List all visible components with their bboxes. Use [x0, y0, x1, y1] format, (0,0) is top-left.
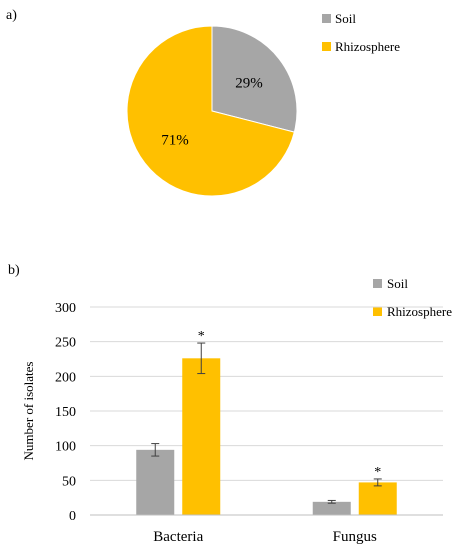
- pie-slice-rhizosphere: [126, 25, 295, 197]
- panel-b-label: b): [8, 263, 20, 278]
- pie-slice-soil: [211, 25, 298, 133]
- bar-legend-swatch-rhizosphere: [373, 307, 382, 316]
- y-axis-title: Number of isolates: [21, 362, 36, 461]
- error-bar-soil-bacteria: [151, 443, 160, 457]
- y-tick-label: 100: [55, 440, 76, 455]
- pie-legend-label-soil: Soil: [335, 11, 356, 26]
- bar-soil-fungus: [312, 501, 351, 515]
- significance-marker-bacteria: *: [198, 329, 205, 344]
- x-tick-label-bacteria: Bacteria: [153, 529, 203, 545]
- y-tick-label: 0: [69, 509, 76, 524]
- bar-chart: 0 50 100 150 200 250 300 * Bacteria * Fungus: [55, 301, 443, 545]
- pie-chart: 29% 71%: [126, 25, 298, 197]
- y-tick-label: 300: [55, 301, 76, 316]
- pie-legend-swatch-rhizosphere: [322, 42, 331, 51]
- pie-legend-swatch-soil: [322, 14, 331, 23]
- y-tick-label: 250: [55, 336, 76, 351]
- x-tick-label-fungus: Fungus: [333, 529, 377, 545]
- error-bar-rhizosphere-bacteria: [197, 342, 206, 375]
- bar-legend: Soil Rhizosphere: [373, 276, 452, 319]
- pie-data-label-rhizosphere: 71%: [161, 133, 189, 149]
- bar-rhizosphere-fungus: [358, 482, 397, 515]
- bar-legend-label-soil: Soil: [387, 276, 408, 291]
- pie-data-label-soil: 29%: [235, 75, 263, 91]
- y-tick-label: 150: [55, 405, 76, 420]
- y-tick-label: 200: [55, 370, 76, 385]
- significance-marker-fungus: *: [374, 465, 381, 480]
- bar-legend-swatch-soil: [373, 279, 382, 288]
- error-bar-rhizosphere-fungus: [373, 478, 382, 487]
- y-tick-label: 50: [62, 474, 76, 489]
- bar-legend-label-rhizosphere: Rhizosphere: [387, 304, 452, 319]
- panel-a-label: a): [6, 8, 17, 23]
- pie-legend-label-rhizosphere: Rhizosphere: [335, 39, 400, 54]
- pie-legend: Soil Rhizosphere: [322, 11, 400, 54]
- error-bar-soil-fungus: [327, 499, 336, 504]
- bar-soil-bacteria: [136, 449, 175, 515]
- bar-rhizosphere-bacteria: [182, 358, 221, 515]
